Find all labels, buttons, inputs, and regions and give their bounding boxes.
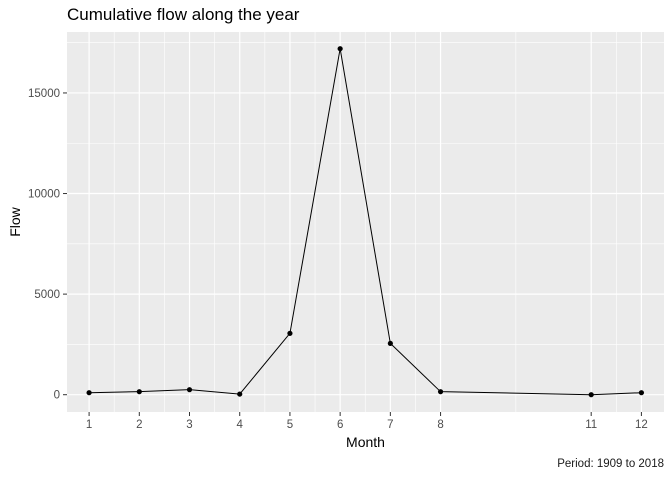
data-point bbox=[337, 46, 343, 52]
x-axis-title: Month bbox=[346, 434, 385, 450]
x-tick-label: 4 bbox=[237, 419, 244, 431]
data-point bbox=[237, 391, 243, 397]
y-tick-label: 5000 bbox=[34, 289, 60, 301]
major-gridlines bbox=[67, 32, 664, 412]
data-point bbox=[186, 387, 193, 393]
y-tick-label: 0 bbox=[54, 390, 60, 402]
x-tick-label: 6 bbox=[337, 419, 343, 431]
data-point bbox=[437, 389, 444, 395]
x-tick-label: 12 bbox=[635, 419, 648, 431]
data-point bbox=[136, 389, 142, 395]
chart-caption: Period: 1909 to 2018 bbox=[557, 458, 664, 470]
data-point bbox=[287, 330, 293, 336]
x-tick-label: 8 bbox=[437, 419, 443, 431]
y-tick-label: 10000 bbox=[28, 189, 60, 201]
y-axis-title: Flow bbox=[7, 206, 23, 236]
data-point bbox=[387, 340, 393, 347]
minor-gridlines bbox=[67, 32, 664, 412]
data-point bbox=[86, 390, 92, 396]
y-tick-label: 15000 bbox=[28, 88, 60, 100]
series-line bbox=[89, 48, 642, 396]
series-layer bbox=[86, 46, 645, 398]
chart-title: Cumulative flow along the year bbox=[67, 5, 300, 24]
x-tick-label: 3 bbox=[186, 419, 192, 431]
data-point bbox=[638, 390, 645, 396]
data-point bbox=[588, 392, 594, 398]
x-tick-label: 2 bbox=[136, 419, 142, 431]
x-tick-label: 7 bbox=[387, 419, 393, 431]
x-tick-label: 1 bbox=[86, 419, 92, 431]
x-tick-label: 11 bbox=[585, 419, 597, 431]
x-tick-label: 5 bbox=[287, 419, 293, 431]
